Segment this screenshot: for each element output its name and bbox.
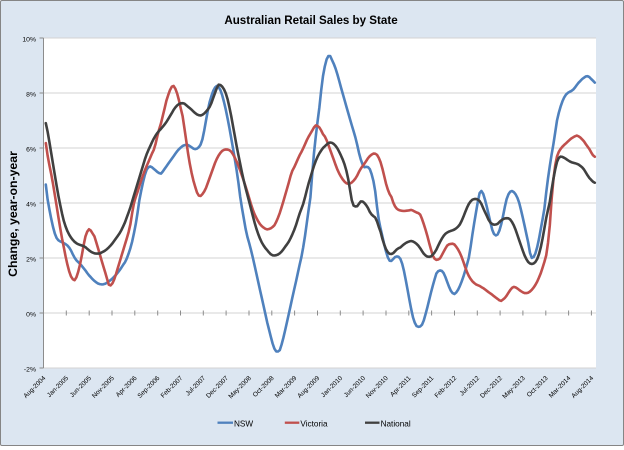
svg-text:8%: 8% (26, 91, 36, 98)
svg-text:0%: 0% (26, 311, 36, 318)
svg-text:Aug-2004: Aug-2004 (22, 375, 47, 400)
svg-text:Jun-2010: Jun-2010 (343, 375, 367, 399)
svg-text:Jul-2007: Jul-2007 (185, 375, 208, 398)
svg-text:4%: 4% (26, 201, 36, 208)
svg-text:Jun-2005: Jun-2005 (69, 375, 93, 399)
svg-text:Nov-2005: Nov-2005 (91, 375, 116, 400)
svg-text:Jan-2005: Jan-2005 (46, 375, 70, 399)
svg-text:Aug-2014: Aug-2014 (570, 375, 595, 400)
svg-text:Dec-2007: Dec-2007 (205, 375, 230, 400)
svg-text:Australian Retail Sales by Sta: Australian Retail Sales by State (224, 14, 398, 27)
svg-text:Apr-2006: Apr-2006 (115, 375, 139, 399)
svg-text:Sep-2011: Sep-2011 (411, 375, 436, 400)
svg-text:Mar-2014: Mar-2014 (548, 375, 573, 400)
svg-text:May-2008: May-2008 (227, 375, 253, 401)
svg-text:Aug-2009: Aug-2009 (296, 375, 321, 400)
svg-text:NSW: NSW (234, 419, 253, 428)
svg-text:National: National (381, 419, 411, 428)
svg-text:May-2013: May-2013 (501, 375, 527, 401)
svg-text:2%: 2% (26, 256, 36, 263)
svg-text:Dec-2012: Dec-2012 (479, 375, 504, 400)
svg-text:Nov-2010: Nov-2010 (365, 375, 390, 400)
svg-text:6%: 6% (26, 146, 36, 153)
svg-text:Victoria: Victoria (300, 419, 328, 428)
svg-text:Mar-2009: Mar-2009 (274, 375, 299, 400)
svg-text:10%: 10% (22, 36, 36, 43)
svg-text:Feb-2007: Feb-2007 (160, 375, 185, 400)
svg-text:Jul-2012: Jul-2012 (459, 375, 482, 398)
svg-text:Feb-2012: Feb-2012 (434, 375, 459, 400)
svg-text:Apr-2011: Apr-2011 (389, 375, 413, 399)
svg-text:Oct-2008: Oct-2008 (252, 375, 276, 399)
svg-text:Jan-2010: Jan-2010 (320, 375, 344, 399)
svg-text:Oct-2013: Oct-2013 (526, 375, 550, 399)
svg-text:Sep-2006: Sep-2006 (137, 375, 162, 400)
svg-text:-2%: -2% (24, 366, 36, 373)
svg-text:Change, year-on-year: Change, year-on-year (6, 151, 20, 277)
